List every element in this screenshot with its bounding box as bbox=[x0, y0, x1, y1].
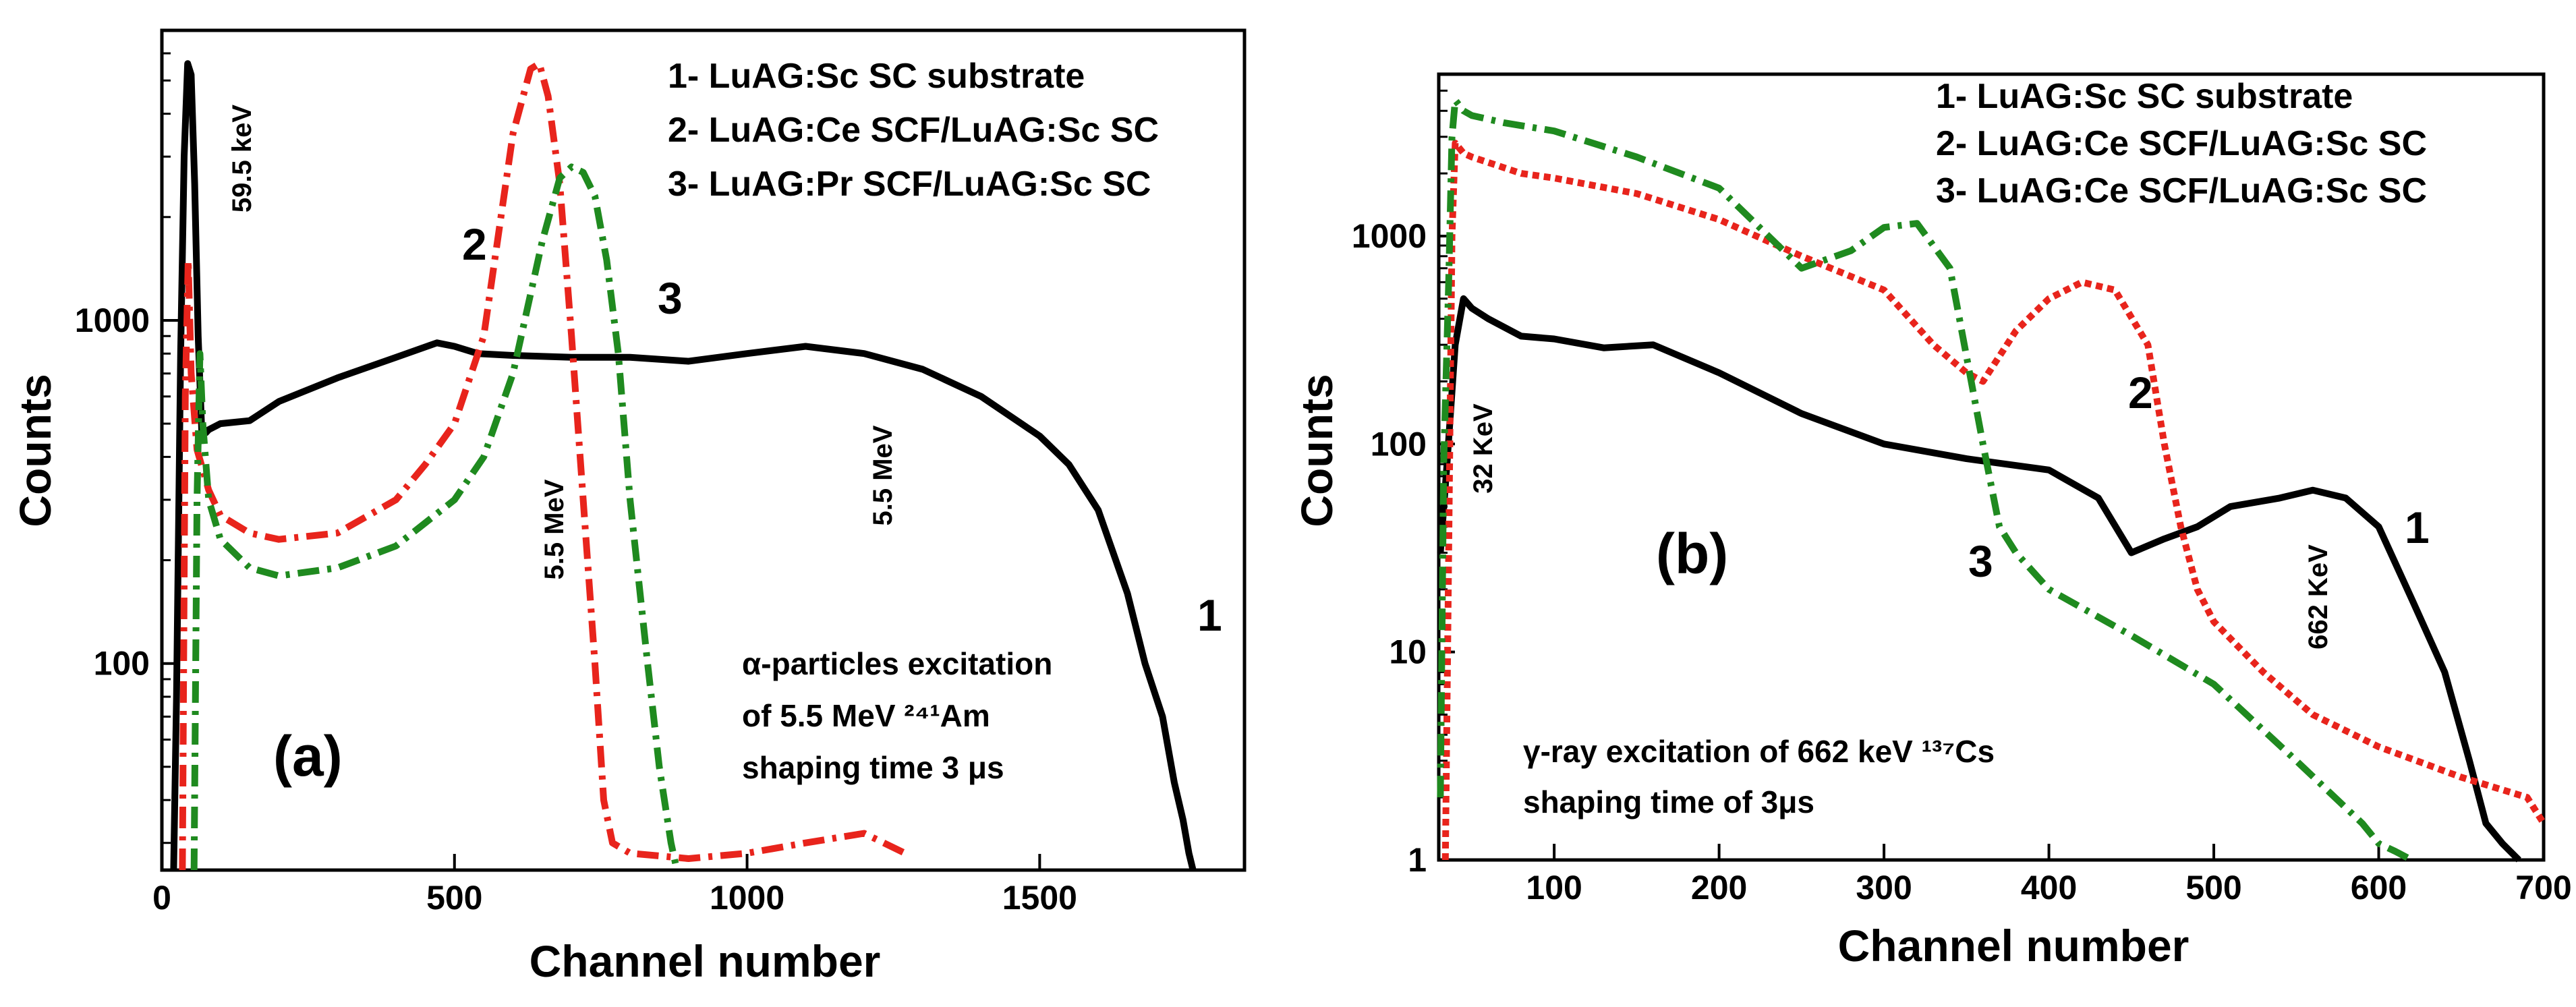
x-tick-label: 400 bbox=[2021, 869, 2077, 907]
x-tick-label: 100 bbox=[1526, 869, 1582, 907]
note-a-2: of 5.5 MeV ²⁴¹Am bbox=[742, 698, 990, 733]
x-tick-label: 600 bbox=[2351, 869, 2407, 907]
legend-entry-a-2: 2- LuAG:Ce SCF/LuAG:Sc SC bbox=[668, 111, 1159, 150]
legend-entry-b-1: 1- LuAG:Sc SC substrate bbox=[1936, 77, 2353, 116]
series-line-b-1 bbox=[1437, 295, 2521, 863]
curve-label-a-3: 3 bbox=[658, 273, 683, 323]
series-group-a bbox=[170, 60, 1197, 871]
y-tick-group-b: 1 10 100 1000 bbox=[1352, 73, 1455, 879]
series-line-b-3 bbox=[1437, 96, 2413, 863]
x-axis-title-a: Channel number bbox=[529, 936, 881, 986]
legend-entry-b-3: 3- LuAG:Ce SCF/LuAG:Sc SC bbox=[1936, 171, 2427, 210]
y-tick-label: 100 bbox=[1371, 425, 1427, 463]
plot-frame-a bbox=[160, 28, 1247, 872]
panel-label-b: (b) bbox=[1656, 522, 1728, 585]
y-tick-label: 100 bbox=[94, 645, 150, 683]
series-line-a-2 bbox=[179, 60, 907, 871]
peak-label-a-5MeV-right: 5.5 MeV bbox=[868, 425, 898, 525]
legend-entry-b-2: 2- LuAG:Ce SCF/LuAG:Sc SC bbox=[1936, 124, 2427, 163]
legend-entry-a-3: 3- LuAG:Pr SCF/LuAG:Sc SC bbox=[668, 165, 1151, 204]
series-line-a-1 bbox=[170, 60, 1197, 871]
y-axis-title-b: Counts bbox=[1292, 374, 1342, 527]
y-axis-title-a: Counts bbox=[10, 374, 60, 527]
panel-a: 0 500 1000 1500 100 1000 Channel number Coun… bbox=[10, 28, 1247, 986]
x-tick-label: 1500 bbox=[1002, 879, 1077, 917]
peak-label-a-5MeV-left: 5.5 MeV bbox=[540, 479, 569, 579]
x-tick-label: 500 bbox=[2185, 869, 2241, 907]
curve-label-b-1: 1 bbox=[2405, 502, 2430, 552]
note-a-3: shaping time 3 μs bbox=[742, 750, 1004, 785]
note-b-1: γ-ray excitation of 662 keV ¹³⁷Cs bbox=[1523, 734, 1995, 769]
y-tick-group-a: 100 1000 bbox=[75, 29, 178, 844]
x-tick-label: 500 bbox=[426, 879, 482, 917]
x-tick-label: 200 bbox=[1691, 869, 1747, 907]
panel-b: 100 200 300 400 500 600 700 1 10 100 1000 Channel… bbox=[1292, 72, 2572, 971]
plot-frame-b bbox=[1437, 72, 2546, 862]
note-b-2: shaping time of 3μs bbox=[1523, 784, 1814, 819]
peak-label-b-32keV: 32 KeV bbox=[1468, 403, 1498, 494]
panel-label-a: (a) bbox=[273, 724, 343, 788]
series-line-a-3 bbox=[190, 163, 681, 871]
peak-label-b-662keV: 662 KeV bbox=[2303, 544, 2333, 650]
y-tick-label: 1000 bbox=[75, 301, 150, 339]
series-line-b-2 bbox=[1441, 140, 2547, 861]
x-tick-label: 300 bbox=[1856, 869, 1912, 907]
curve-label-b-2: 2 bbox=[2128, 368, 2153, 418]
legend-entry-a-1: 1- LuAG:Sc SC substrate bbox=[668, 57, 1085, 96]
x-tick-group-a: 0 500 1000 1500 bbox=[152, 854, 1077, 917]
note-a-1: α-particles excitation bbox=[742, 646, 1052, 681]
series-group-b bbox=[1437, 96, 2547, 863]
curve-label-a-2: 2 bbox=[462, 219, 487, 269]
y-tick-label: 1000 bbox=[1352, 217, 1427, 255]
y-tick-label: 1 bbox=[1408, 841, 1427, 879]
y-tick-label: 10 bbox=[1389, 633, 1427, 671]
x-tick-group-b: 100 200 300 400 500 600 700 bbox=[1526, 844, 2572, 907]
x-axis-title-b: Channel number bbox=[1838, 921, 2189, 971]
x-tick-label: 1000 bbox=[710, 879, 784, 917]
curve-label-a-1: 1 bbox=[1197, 590, 1222, 640]
curve-label-b-3: 3 bbox=[1968, 536, 1993, 586]
peak-label-a-59keV: 59.5 keV bbox=[227, 105, 257, 212]
x-tick-label: 0 bbox=[152, 879, 171, 917]
x-tick-label: 700 bbox=[2515, 869, 2571, 907]
